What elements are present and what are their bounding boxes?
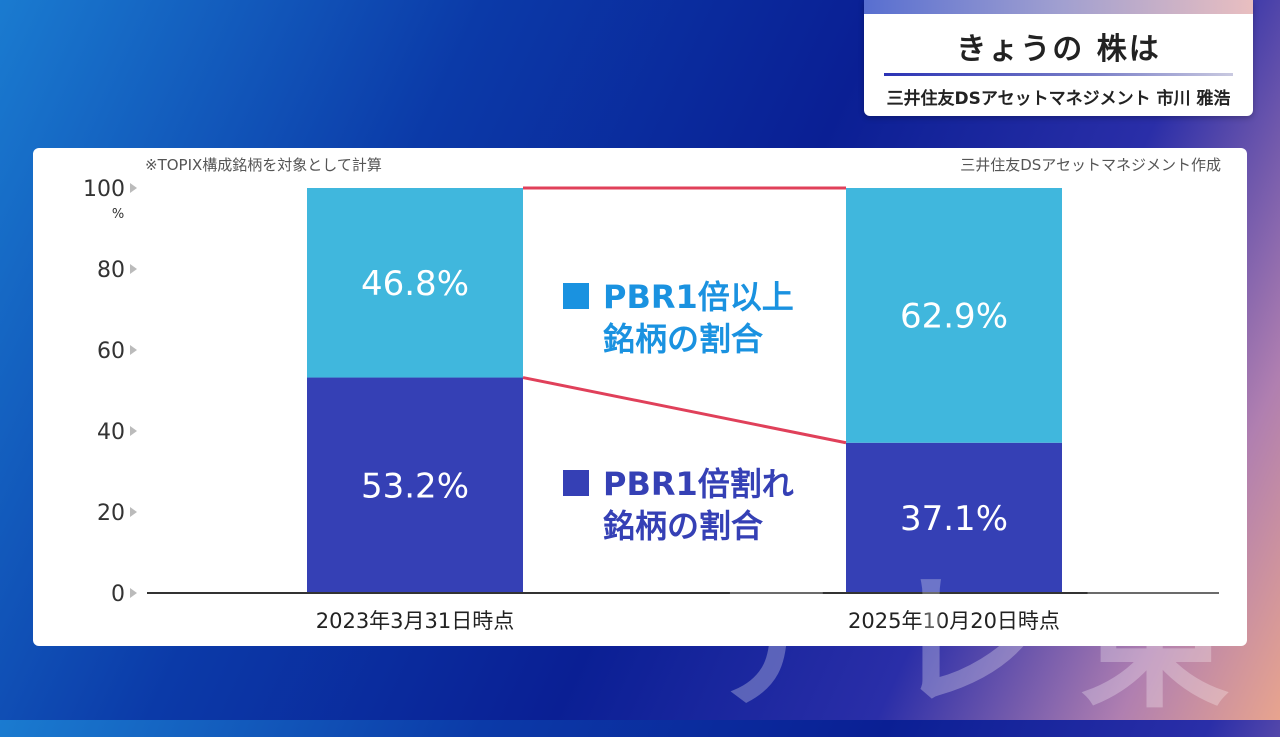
y-tick-arrow: [130, 264, 137, 274]
y-tick-label: 60: [97, 339, 125, 364]
legend-label: 銘柄の割合: [603, 507, 763, 545]
y-tick-arrow: [130, 507, 137, 517]
x-category-label: 2023年3月31日時点: [316, 609, 515, 633]
data-label: 62.9%: [900, 296, 1008, 336]
y-tick-arrow: [130, 345, 137, 355]
data-label: 37.1%: [900, 499, 1008, 539]
legend-label: PBR1倍割れ: [603, 465, 794, 503]
connector-line-split: [522, 376, 847, 445]
x-category-label: 2025年10月20日時点: [848, 609, 1060, 633]
data-label: 46.8%: [361, 264, 469, 304]
y-tick-label: 100: [83, 177, 125, 202]
y-tick-label: 0: [111, 582, 125, 607]
title-card-accent-bar: [864, 0, 1253, 14]
legend-swatch: [563, 283, 589, 309]
bar-segment-below-pbr1: [846, 442, 1062, 593]
y-unit-label: %: [112, 207, 124, 222]
y-tick-arrow: [130, 426, 137, 436]
bar-segment-above-pbr1: [307, 188, 523, 378]
y-tick-label: 40: [97, 420, 125, 445]
y-tick-arrow: [130, 588, 137, 598]
y-tick-label: 80: [97, 258, 125, 283]
bar-segment-above-pbr1: [846, 188, 1062, 443]
stacked-bar-chart: 0 20 40 60 80 100% 53.2% 46.8% 2023年3月31日時点 37.1%…: [83, 177, 1219, 633]
calculation-note: ※TOPIX構成銘柄を対象として計算: [145, 156, 382, 174]
chart-panel: ※TOPIX構成銘柄を対象として計算 三井住友DSアセットマネジメント作成 0 2…: [33, 148, 1247, 646]
legend-label: 銘柄の割合: [603, 320, 763, 358]
bar-segment-below-pbr1: [307, 377, 523, 593]
program-title-card: きょうの 株は 三井住友DSアセットマネジメント 市川 雅浩: [864, 0, 1253, 116]
y-tick-arrow: [130, 183, 137, 193]
source-note: 三井住友DSアセットマネジメント作成: [960, 156, 1221, 174]
title-divider: [884, 73, 1233, 76]
speaker-caption: 三井住友DSアセットマネジメント 市川 雅浩: [886, 89, 1231, 109]
y-tick-label: 20: [97, 501, 125, 526]
program-title: きょうの 株は: [956, 32, 1161, 67]
legend-label: PBR1倍以上: [603, 278, 794, 316]
data-label: 53.2%: [361, 466, 469, 506]
legend-swatch: [563, 470, 589, 496]
